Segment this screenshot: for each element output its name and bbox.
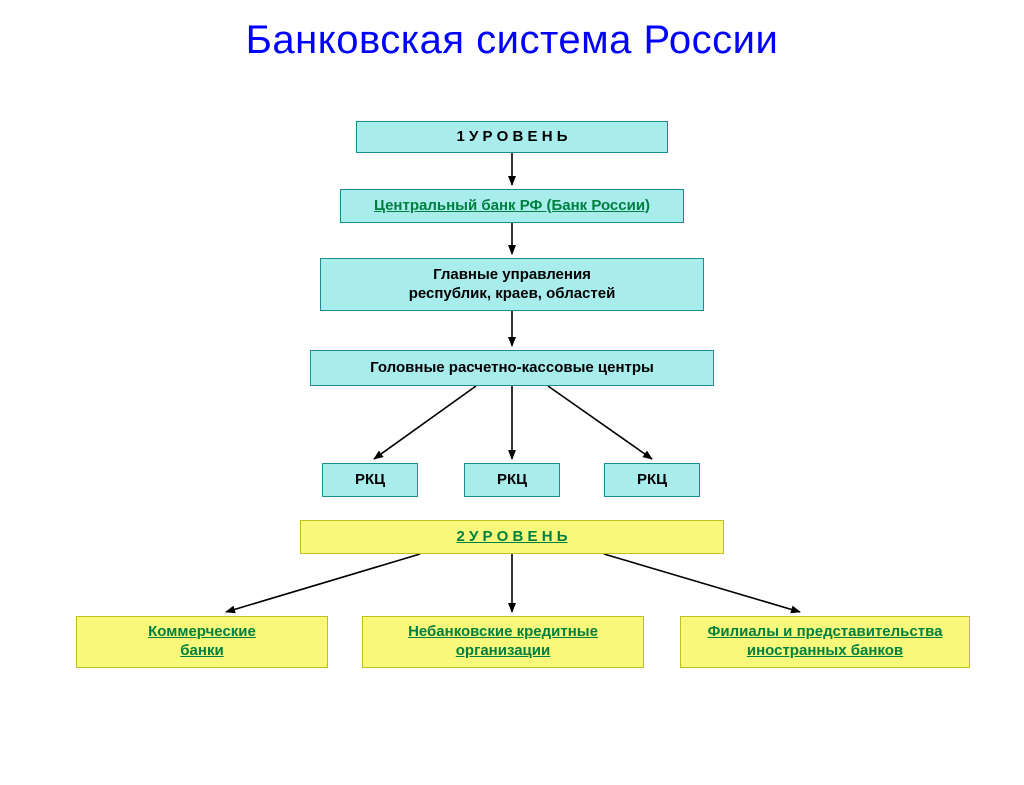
node-level1: 1 У Р О В Е Н Ь [356, 121, 668, 153]
node-level2: 2 У Р О В Е Н Ь [300, 520, 724, 554]
node-rkc3: РКЦ [604, 463, 700, 497]
edge-level2-commbank [226, 554, 420, 612]
node-cbr: Центральный банк РФ (Банк России) [340, 189, 684, 223]
node-rkc2: РКЦ [464, 463, 560, 497]
node-commbank: Коммерческиебанки [76, 616, 328, 668]
page-title: Банковская система России [0, 18, 1024, 63]
edge-level2-foreign [604, 554, 800, 612]
node-gu: Главные управленияреспублик, краев, обла… [320, 258, 704, 311]
node-rkc1: РКЦ [322, 463, 418, 497]
node-foreign: Филиалы и представительстваиностранных б… [680, 616, 970, 668]
node-grkc: Головные расчетно-кассовые центры [310, 350, 714, 386]
edge-grkc-rkc3 [548, 386, 652, 459]
node-nko: Небанковские кредитные организации [362, 616, 644, 668]
edge-grkc-rkc1 [374, 386, 476, 459]
